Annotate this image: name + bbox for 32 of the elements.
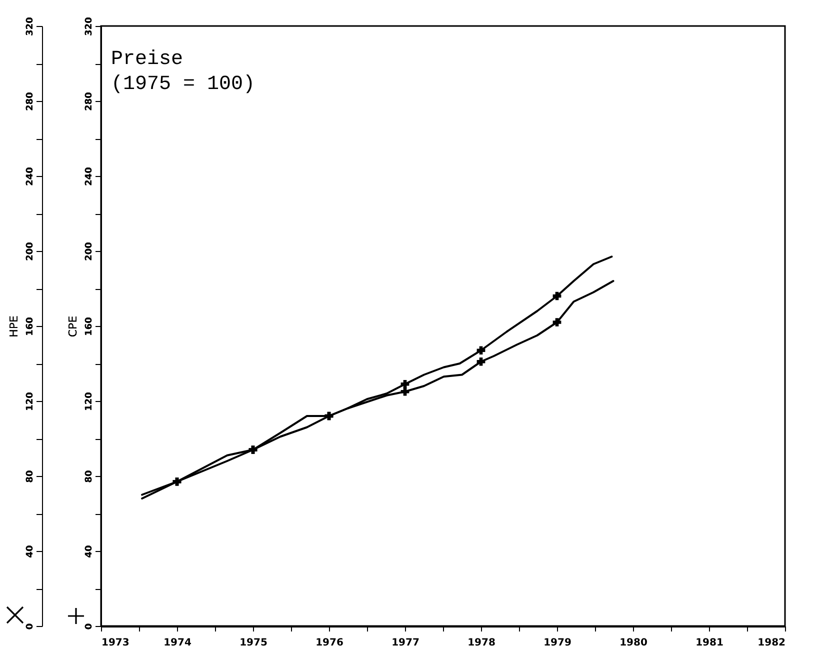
y-tick-label: 40 [26, 545, 36, 558]
y2-tick-label: 200 [84, 242, 94, 261]
text: Preise [111, 48, 184, 71]
x-tick-label: 1974 [164, 638, 192, 648]
text: (1975 = 100) [111, 73, 256, 96]
y-axis-title: HPE [8, 316, 20, 338]
y2-tick-label: 120 [84, 392, 94, 411]
y2-tick-label: 240 [84, 167, 94, 186]
y2-tick-label: 40 [84, 545, 94, 558]
x-tick-label: 1975 [240, 638, 268, 648]
y2-axis-title: CPE [66, 316, 80, 338]
x-tick-label: 1973 [102, 638, 130, 648]
y-tick-label: 160 [26, 317, 36, 336]
y-tick-label: 200 [26, 242, 36, 261]
y2-tick-label: 0 [84, 623, 94, 630]
x-tick-label: 1976 [316, 638, 344, 648]
y2-tick-label: 80 [84, 470, 94, 483]
y2-tick-label: 320 [84, 17, 94, 36]
y-tick-label: 280 [26, 92, 36, 111]
x-tick-label: 1978 [468, 638, 496, 648]
x-tick-label: 1981 [696, 638, 724, 648]
y-tick-label: 240 [26, 167, 36, 186]
x-tick-label: 1980 [620, 638, 648, 648]
y2-tick-label: 160 [84, 317, 94, 336]
y-tick-label: 80 [26, 470, 36, 483]
y2-tick-label: 280 [84, 92, 94, 111]
y-tick-label: 320 [26, 17, 36, 36]
y-tick-label: 120 [26, 392, 36, 411]
x-tick-label: 1982 [758, 638, 786, 648]
y-tick-label: 0 [26, 623, 36, 630]
x-tick-label: 1977 [392, 638, 420, 648]
x-tick-label: 1979 [544, 638, 572, 648]
